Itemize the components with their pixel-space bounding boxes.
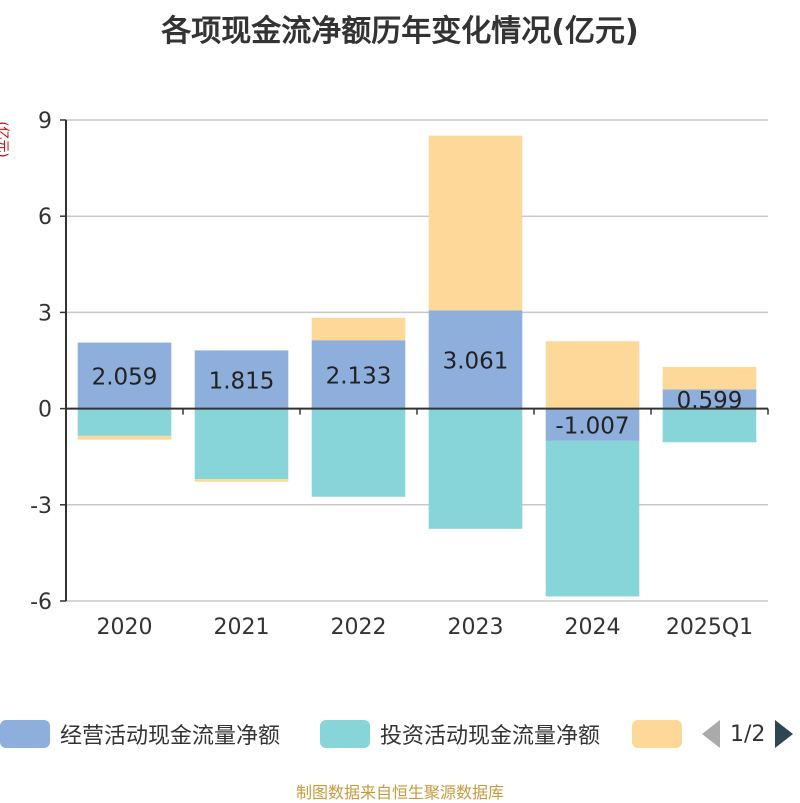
next-page-icon[interactable] <box>775 720 794 748</box>
y-tick-label: 0 <box>38 398 52 423</box>
bar-operating <box>428 310 523 409</box>
data-label: 3.061 <box>443 349 509 375</box>
legend-page-indicator: 1/2 <box>730 721 766 747</box>
bar-operating <box>194 350 289 409</box>
legend: 经营活动现金流量净额 投资活动现金流量净额 1/2 <box>0 716 800 756</box>
bar-investing <box>77 408 172 436</box>
data-label: 1.815 <box>209 368 275 394</box>
legend-swatch-third <box>632 720 682 748</box>
bar-investing <box>662 408 757 443</box>
bar-investing <box>428 408 523 529</box>
bar-investing <box>194 408 289 480</box>
data-label: 2.059 <box>92 365 158 391</box>
y-tick-label: 6 <box>38 205 52 230</box>
y-tick-label: -3 <box>30 494 52 519</box>
bar-operating <box>662 389 757 409</box>
y-tick-label: -6 <box>30 590 52 615</box>
x-tick-label: 2024 <box>565 615 621 640</box>
bar-operating <box>545 408 640 441</box>
legend-item-investing[interactable]: 投资活动现金流量净额 <box>320 716 600 752</box>
legend-pager: 1/2 <box>702 716 794 752</box>
bar-third <box>77 435 172 440</box>
legend-label-operating: 经营活动现金流量净额 <box>60 724 281 749</box>
stacked-bar-chart: -6 -3 0 3 6 9 2.059 2020 1.815 2021 2.133 2022 3.061… <box>30 109 769 640</box>
previous-page-icon[interactable] <box>702 720 720 748</box>
chart-title: 各项现金流净额历年变化情况(亿元) <box>161 14 639 49</box>
bar-third <box>662 366 757 390</box>
data-source-note: 制图数据来自恒生聚源数据库 <box>295 783 504 802</box>
x-tick-label: 2025Q1 <box>666 615 753 640</box>
bar-third <box>545 341 640 409</box>
bar-operating <box>311 340 406 409</box>
x-tick-label: 2023 <box>448 615 504 640</box>
legend-label-investing: 投资活动现金流量净额 <box>380 724 601 749</box>
bar-investing <box>545 440 640 597</box>
x-tick-label: 2022 <box>331 615 387 640</box>
bar-third <box>194 479 289 482</box>
legend-item-third[interactable] <box>632 716 692 752</box>
x-tick-label: 2020 <box>97 615 153 640</box>
bar-investing <box>311 408 406 497</box>
legend-swatch-operating <box>0 720 50 748</box>
bar-third <box>311 317 406 341</box>
x-tick-label: 2021 <box>214 615 270 640</box>
legend-swatch-investing <box>320 720 370 748</box>
legend-item-operating[interactable]: 经营活动现金流量净额 <box>0 716 280 752</box>
data-label: -1.007 <box>555 414 629 440</box>
bar-third <box>428 135 523 311</box>
y-tick-label: 3 <box>38 301 52 326</box>
y-tick-label: 9 <box>38 109 52 134</box>
data-label: 2.133 <box>326 363 392 389</box>
bar-operating <box>77 342 172 409</box>
